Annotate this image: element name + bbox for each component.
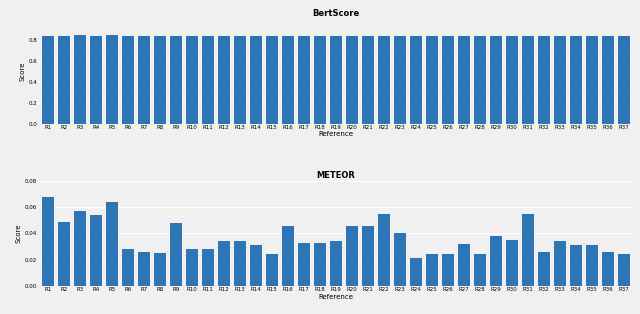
Bar — [474, 36, 486, 123]
X-axis label: Reference: Reference — [319, 294, 353, 300]
Bar — [490, 236, 502, 286]
Bar — [154, 36, 166, 123]
Bar — [138, 252, 150, 286]
Bar — [74, 35, 86, 123]
Y-axis label: Score: Score — [16, 224, 22, 243]
Bar — [122, 249, 134, 286]
Bar — [330, 241, 342, 286]
Bar — [506, 36, 518, 123]
Bar — [538, 252, 550, 286]
Bar — [186, 36, 198, 123]
Bar — [202, 36, 214, 123]
Bar — [426, 36, 438, 123]
Bar — [618, 36, 630, 123]
Bar — [362, 225, 374, 286]
Bar — [42, 197, 54, 286]
Bar — [378, 36, 390, 123]
Bar — [202, 249, 214, 286]
X-axis label: Reference: Reference — [319, 131, 353, 137]
Bar — [522, 36, 534, 123]
Bar — [266, 36, 278, 123]
Bar — [282, 36, 294, 123]
Bar — [218, 241, 230, 286]
Title: METEOR: METEOR — [317, 171, 355, 180]
Bar — [234, 241, 246, 286]
Bar — [442, 254, 454, 286]
Bar — [394, 36, 406, 123]
Bar — [154, 253, 166, 286]
Bar — [474, 254, 486, 286]
Bar — [298, 243, 310, 286]
Bar — [170, 35, 182, 123]
Bar — [362, 36, 374, 123]
Bar — [298, 36, 310, 123]
Bar — [570, 245, 582, 286]
Bar — [234, 36, 246, 123]
Bar — [618, 254, 630, 286]
Bar — [410, 258, 422, 286]
Bar — [186, 249, 198, 286]
Bar — [330, 36, 342, 123]
Bar — [42, 35, 54, 123]
Bar — [458, 36, 470, 123]
Bar — [602, 252, 614, 286]
Bar — [122, 36, 134, 123]
Bar — [410, 36, 422, 123]
Bar — [74, 211, 86, 286]
Bar — [250, 36, 262, 123]
Bar — [426, 254, 438, 286]
Bar — [106, 35, 118, 123]
Bar — [282, 225, 294, 286]
Bar — [218, 36, 230, 123]
Bar — [58, 222, 70, 286]
Bar — [522, 214, 534, 286]
Bar — [442, 36, 454, 123]
Bar — [378, 214, 390, 286]
Bar — [570, 36, 582, 123]
Bar — [458, 244, 470, 286]
Bar — [586, 36, 598, 123]
Bar — [538, 36, 550, 123]
Y-axis label: Score: Score — [19, 62, 26, 81]
Bar — [90, 215, 102, 286]
Bar — [490, 36, 502, 123]
Bar — [346, 36, 358, 123]
Bar — [314, 243, 326, 286]
Bar — [314, 36, 326, 123]
Bar — [138, 36, 150, 123]
Bar — [506, 240, 518, 286]
Bar — [602, 36, 614, 123]
Bar — [58, 35, 70, 123]
Bar — [170, 223, 182, 286]
Bar — [554, 36, 566, 123]
Bar — [346, 225, 358, 286]
Bar — [586, 245, 598, 286]
Bar — [90, 35, 102, 123]
Bar — [250, 245, 262, 286]
Title: BertScore: BertScore — [312, 9, 360, 18]
Bar — [266, 254, 278, 286]
Bar — [554, 241, 566, 286]
Bar — [394, 233, 406, 286]
Bar — [106, 202, 118, 286]
